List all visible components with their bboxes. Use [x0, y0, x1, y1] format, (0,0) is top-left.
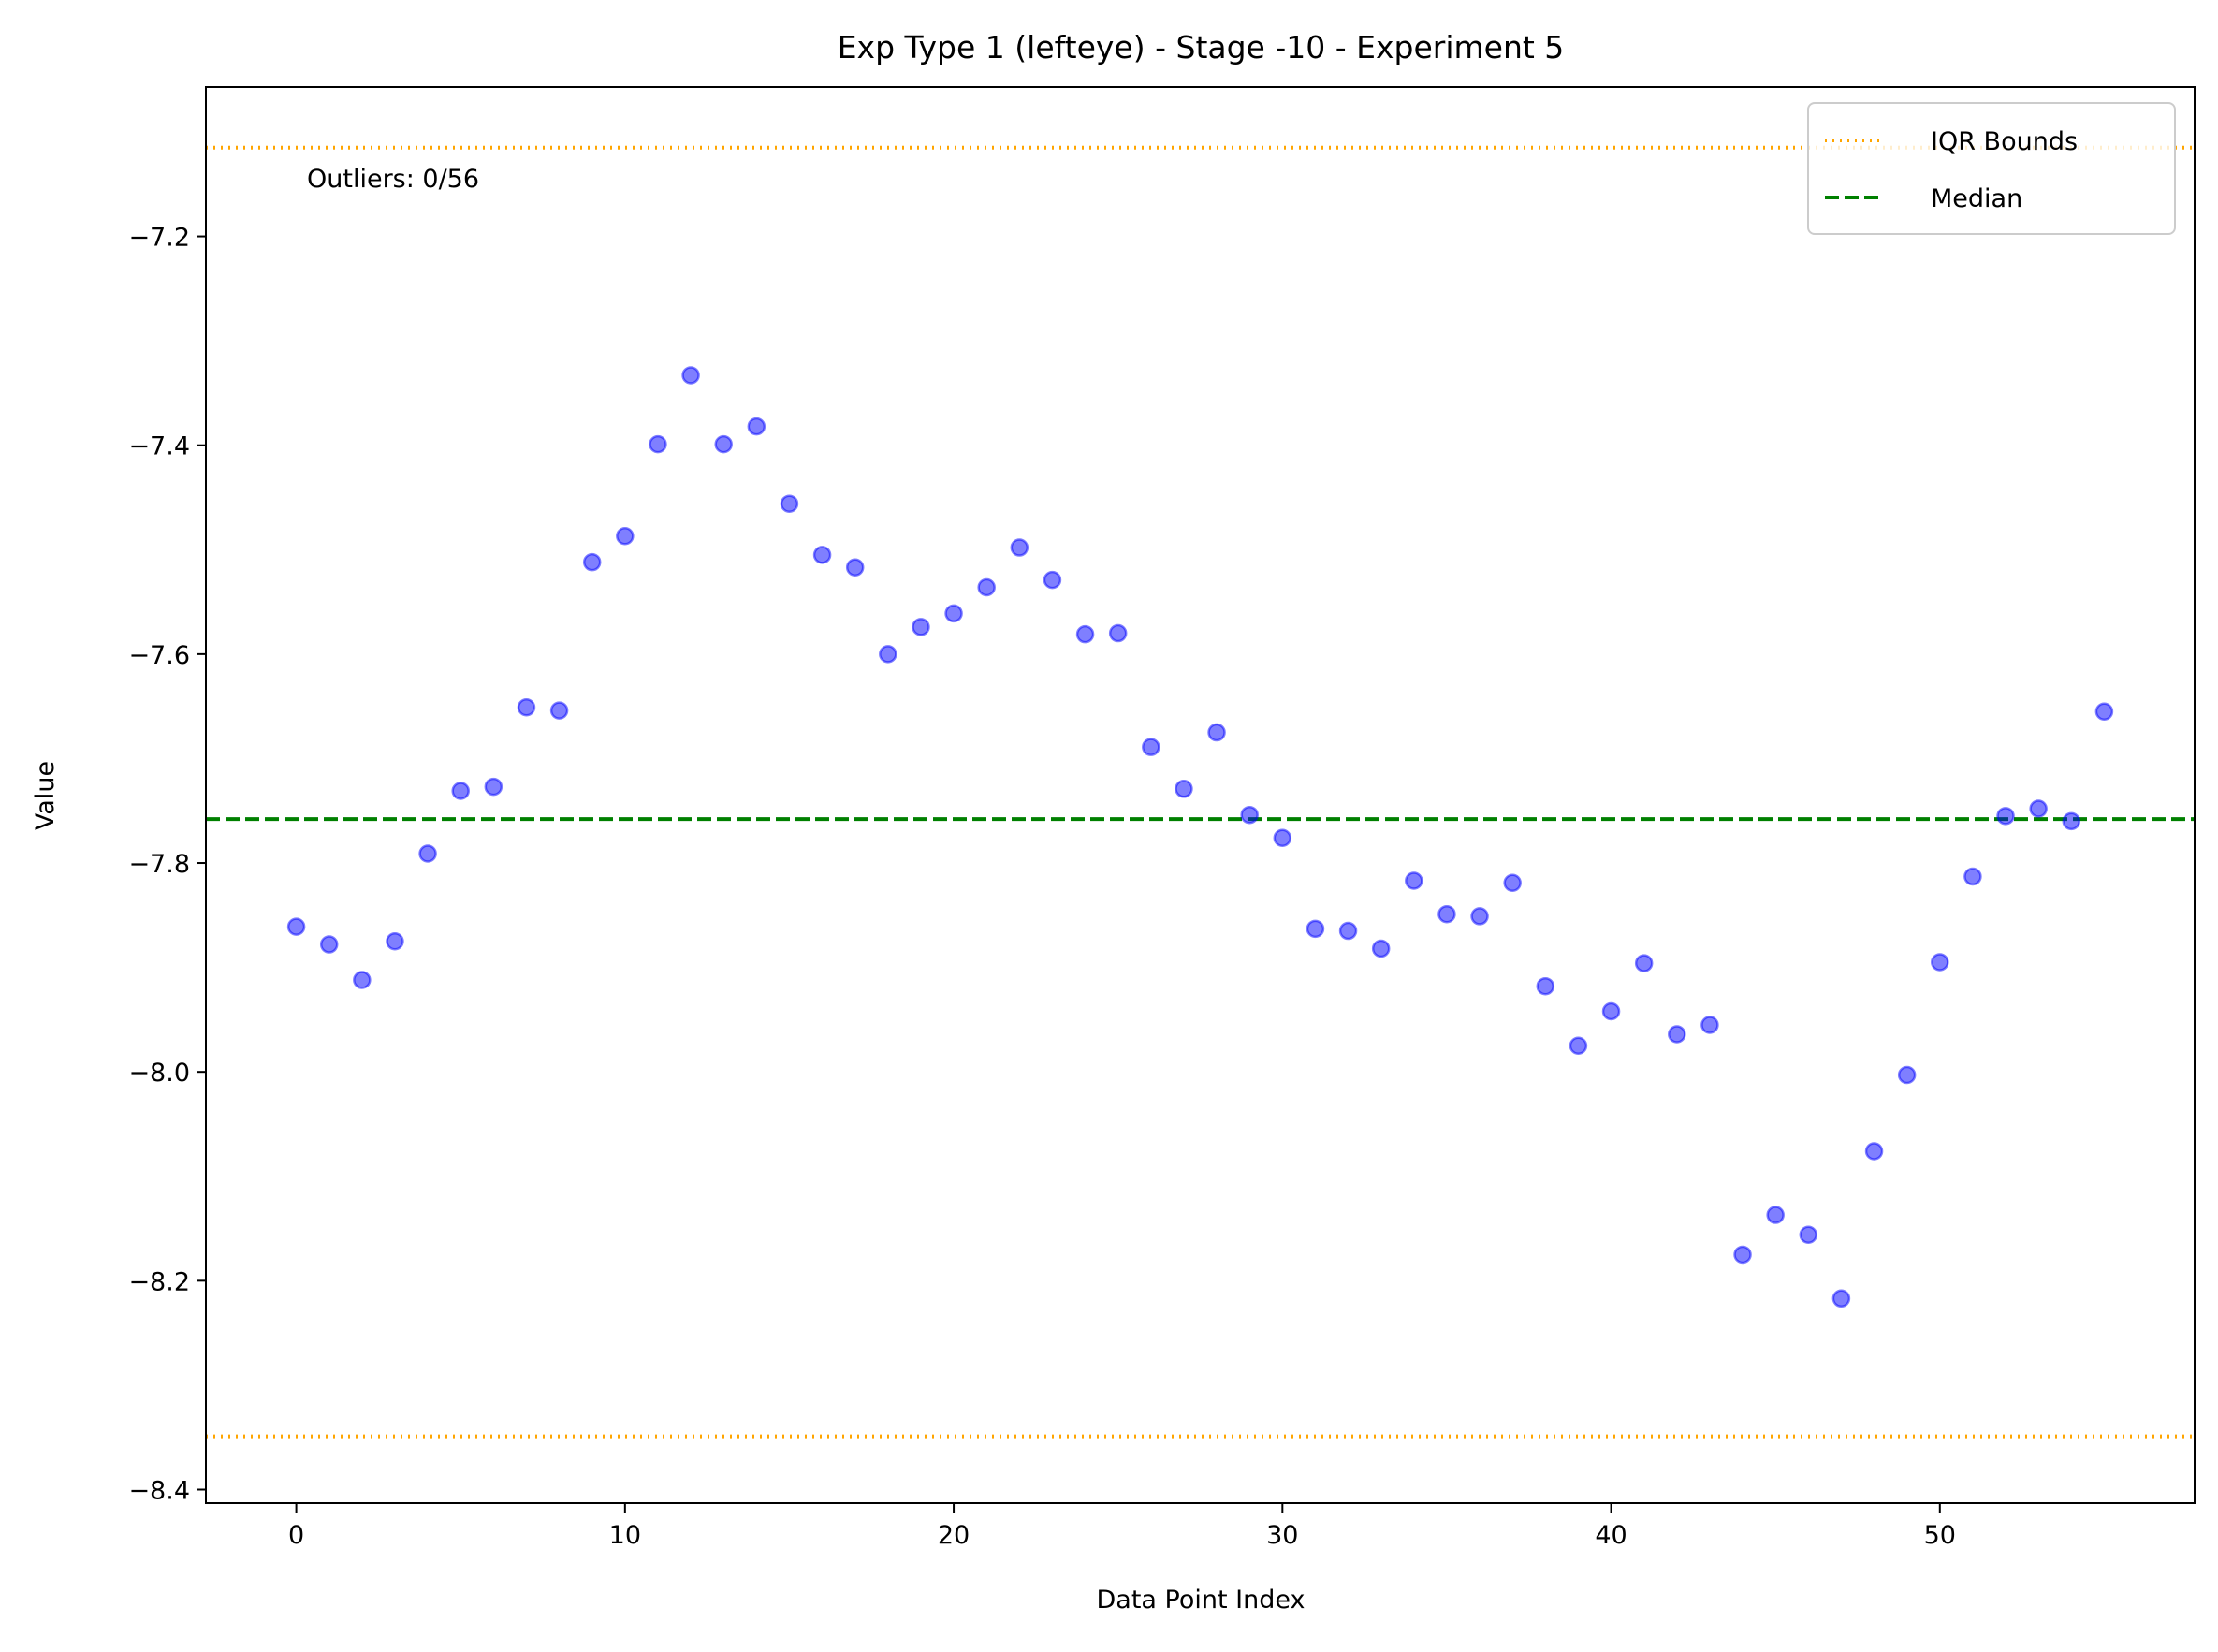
y-axis-ticks: −8.4 −8.2 −8.0 −7.8 −7.6 −7.4 −7.2: [128, 224, 206, 1505]
data-point: [286, 917, 306, 936]
legend-median-label: Median: [1931, 184, 2022, 213]
data-point: [1371, 939, 1391, 958]
data-point: [1240, 805, 1259, 825]
x-axis-label: Data Point Index: [1096, 1586, 1305, 1615]
data-point: [616, 527, 635, 546]
data-point: [879, 645, 897, 664]
y-tick-label: −8.4: [128, 1476, 190, 1505]
legend-iqr-label: IQR Bounds: [1931, 127, 2078, 156]
data-point: [353, 971, 372, 989]
data-point: [582, 552, 602, 572]
data-point: [1733, 1245, 1752, 1265]
data-point: [2062, 811, 2081, 831]
x-tick-label: 10: [609, 1521, 641, 1550]
data-point: [517, 698, 536, 717]
data-point: [714, 434, 733, 454]
data-point: [747, 417, 766, 436]
x-tick-label: 20: [938, 1521, 970, 1550]
legend-box: [1807, 102, 2176, 235]
data-point: [549, 701, 569, 720]
data-point: [1831, 1289, 1851, 1308]
y-tick-label: −7.6: [128, 641, 190, 670]
data-point: [1931, 953, 1949, 972]
data-point: [418, 844, 437, 863]
data-point: [1864, 1142, 1884, 1161]
x-axis-ticks: 0 10 20 30 40 50: [288, 1503, 1956, 1550]
y-tick-label: −8.2: [128, 1267, 190, 1296]
data-point: [386, 931, 404, 951]
data-point: [1010, 538, 1029, 557]
x-tick-label: 50: [1924, 1521, 1956, 1550]
data-point: [1075, 624, 1095, 644]
data-point: [484, 777, 503, 797]
data-point: [1405, 871, 1423, 890]
data-point: [912, 618, 930, 636]
data-point: [1700, 1016, 1719, 1034]
data-point: [2029, 799, 2048, 818]
chart-title: Exp Type 1 (lefteye) - Stage -10 - Exper…: [838, 29, 1565, 66]
data-point: [1569, 1036, 1588, 1056]
y-tick-label: −7.2: [128, 224, 190, 253]
outliers-annotation: Outliers: 0/56: [307, 165, 479, 194]
data-point: [1799, 1225, 1818, 1244]
data-point: [1273, 828, 1292, 847]
data-points: [286, 366, 2114, 1308]
x-tick-label: 30: [1266, 1521, 1298, 1550]
y-tick-label: −7.4: [128, 432, 190, 461]
data-point: [1207, 723, 1226, 742]
data-point: [780, 494, 799, 513]
data-point: [319, 935, 339, 954]
data-point: [1470, 907, 1489, 926]
data-point: [1043, 570, 1062, 590]
data-point: [1142, 738, 1160, 756]
data-point: [1996, 807, 2015, 826]
data-point: [681, 366, 700, 385]
data-point: [944, 604, 963, 623]
y-tick-label: −8.0: [128, 1059, 190, 1088]
data-point: [1963, 867, 1982, 886]
data-point: [1668, 1025, 1686, 1044]
data-point: [451, 782, 470, 800]
x-tick-label: 0: [288, 1521, 304, 1550]
data-point: [1601, 1001, 1621, 1021]
reference-lines: [206, 145, 2195, 1439]
plot-area-frame: [205, 86, 2196, 1504]
data-point: [1634, 954, 1654, 972]
data-point: [845, 558, 865, 577]
data-point: [812, 546, 832, 564]
data-point: [1766, 1206, 1785, 1224]
y-tick-label: −7.8: [128, 850, 190, 879]
y-axis-label: Value: [31, 761, 60, 830]
x-tick-label: 40: [1595, 1521, 1627, 1550]
data-point: [977, 577, 996, 597]
data-point: [1108, 623, 1128, 643]
data-point: [1503, 873, 1522, 892]
data-point: [1306, 919, 1325, 939]
data-point: [1175, 780, 1193, 798]
data-point: [1437, 904, 1456, 924]
data-point: [1338, 921, 1358, 941]
legend: IQR Bounds Median: [1807, 102, 2176, 235]
data-point: [1897, 1065, 1917, 1085]
data-point: [1536, 976, 1555, 996]
data-point: [649, 434, 667, 454]
data-point: [2094, 702, 2114, 721]
